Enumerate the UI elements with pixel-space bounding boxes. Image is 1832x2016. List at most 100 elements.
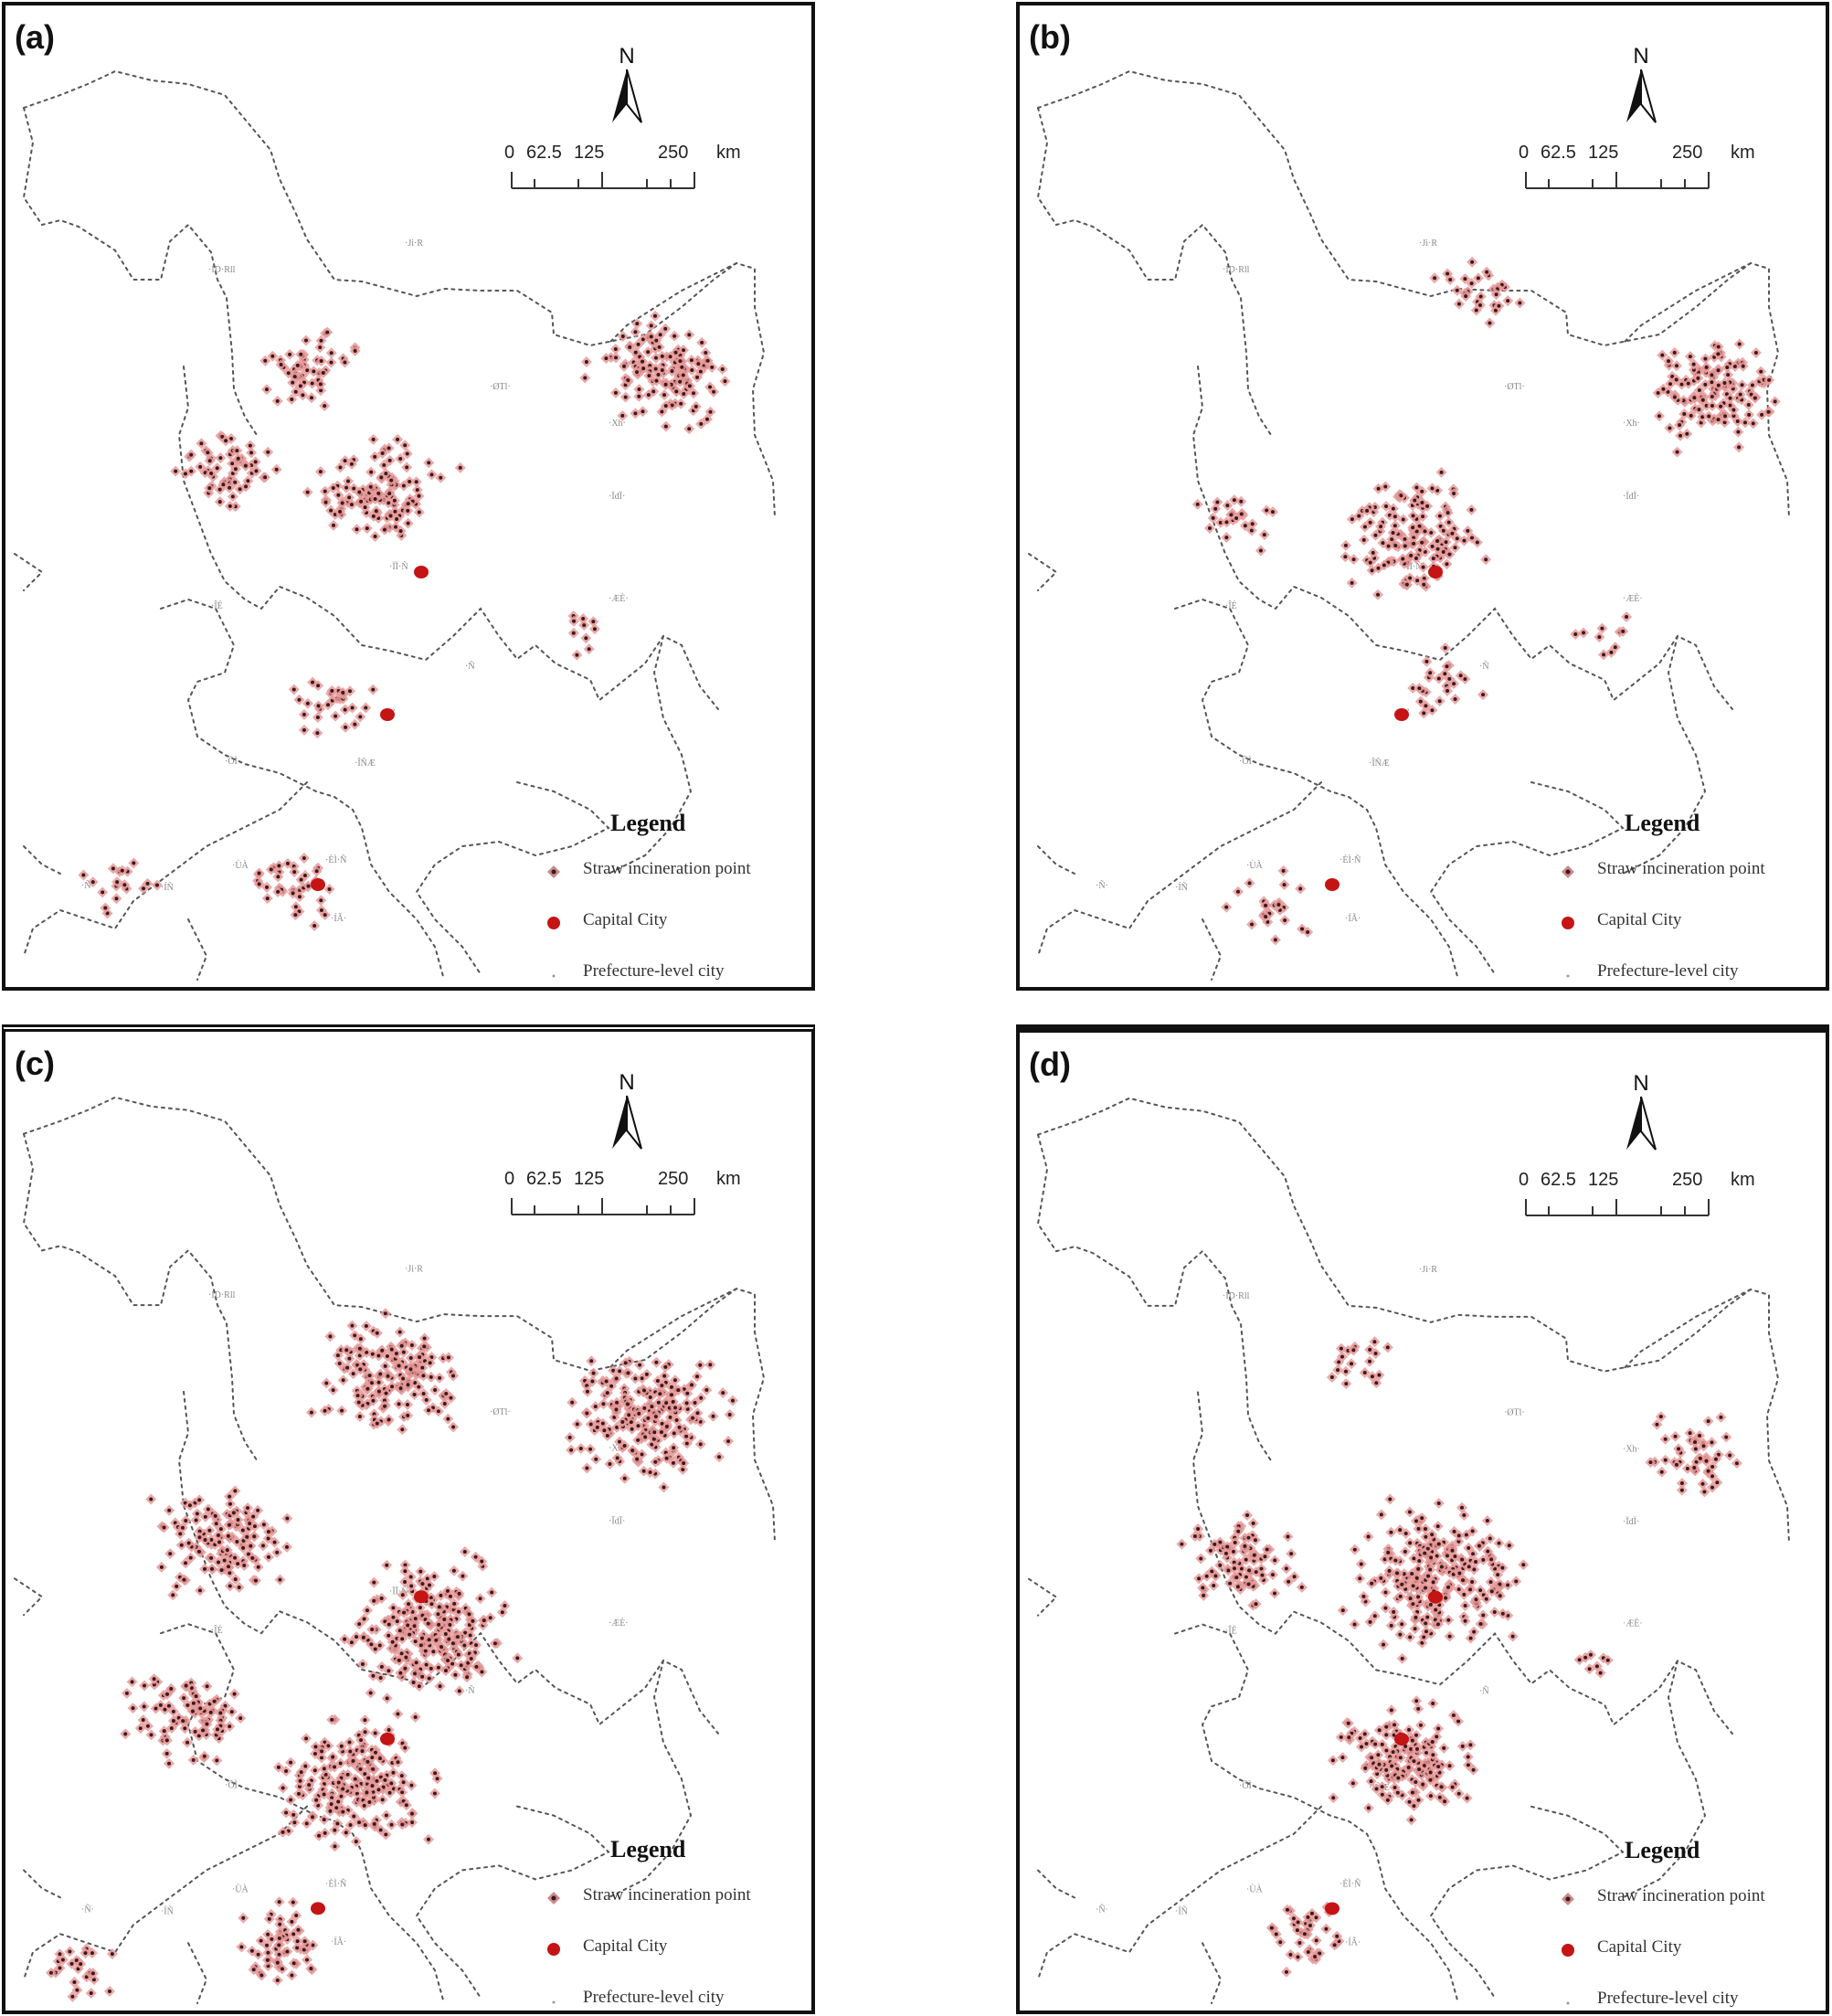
incineration-point: [1442, 268, 1454, 280]
incineration-point: [414, 1352, 426, 1363]
incineration-point: [1670, 374, 1682, 386]
incineration-point: [151, 879, 163, 891]
incineration-point: [564, 1432, 576, 1443]
incineration-point: [271, 395, 283, 407]
incineration-point: [1602, 1654, 1614, 1666]
incineration-point: [1337, 1752, 1349, 1764]
incineration-point: [1406, 1568, 1418, 1579]
incineration-point: [178, 1574, 190, 1586]
incineration-point: [1444, 548, 1456, 560]
incineration-point: [1514, 297, 1526, 309]
incineration-point: [220, 435, 232, 447]
incineration-point: [397, 1424, 408, 1436]
incineration-point: [453, 1606, 465, 1618]
incineration-point: [1405, 549, 1417, 561]
incineration-point: [1700, 353, 1711, 365]
incineration-point: [150, 1703, 162, 1714]
svg-text:·ÎÑÆ: ·ÎÑÆ: [355, 758, 376, 769]
incineration-point: [351, 1631, 363, 1643]
incineration-point: [397, 1819, 408, 1830]
incineration-point: [1203, 523, 1215, 535]
incineration-point: [1448, 678, 1460, 690]
incineration-point: [382, 1370, 394, 1382]
incineration-point: [368, 1576, 380, 1588]
incineration-point: [211, 462, 223, 474]
incineration-point: [270, 463, 282, 475]
svg-text:·ÏdÏ·: ·ÏdÏ·: [609, 1516, 625, 1527]
scale-unit: km: [716, 1169, 741, 1189]
incineration-point: [204, 455, 216, 467]
capital-city-marker: [1428, 1590, 1443, 1604]
incineration-point: [1489, 304, 1501, 316]
incineration-point: [666, 366, 678, 377]
incineration-point: [577, 613, 589, 625]
incineration-point: [1397, 553, 1409, 565]
incineration-point: [360, 702, 372, 714]
incineration-point: [660, 420, 672, 432]
legend-title: Legend: [610, 1836, 686, 1862]
map-canvas: ·ID·Rll ·Ji·R ·ØTl· ·Xh· ·ÏdÏ· ·ÏÏ·Ñ ·ÆÈ· ·ÎÉ…: [14, 1096, 776, 2005]
incineration-point: [326, 1714, 338, 1725]
incineration-point: [1578, 627, 1590, 639]
map-panel-d: ·ID·Rll ·Ji·R ·ØTl· ·Xh· ·ÏdÏ· ·ÏÏ·Ñ ·ÆÈ· ·ÎÉ…: [1016, 1024, 1829, 2014]
north-arrow: N: [1621, 46, 1661, 131]
incineration-point: [1346, 577, 1358, 589]
incineration-point: [271, 1957, 283, 1968]
svg-text:·ÎÉ: ·ÎÉ: [1225, 600, 1237, 611]
incineration-point: [210, 1518, 222, 1530]
svg-text:·ÈÌ·Ñ: ·ÈÌ·Ñ: [325, 854, 346, 865]
incineration-point: [1228, 494, 1240, 506]
incineration-point: [1246, 918, 1258, 930]
incineration-point: [1694, 1429, 1706, 1441]
incineration-point: [1724, 392, 1736, 404]
incineration-point: [1364, 1616, 1376, 1628]
incineration-point: [392, 1708, 404, 1720]
incineration-point: [323, 699, 334, 711]
legend-item-capital: Capital City: [1559, 908, 1826, 934]
incineration-point: [1210, 503, 1222, 515]
incineration-point: [298, 724, 310, 736]
incineration-point: [365, 1639, 377, 1650]
incineration-point: [158, 1725, 170, 1737]
incineration-point: [617, 331, 629, 343]
incineration-point: [704, 1359, 716, 1371]
incineration-point: [257, 1540, 269, 1552]
incineration-point: [67, 1990, 79, 2002]
incineration-point: [387, 1767, 399, 1778]
incineration-point: [571, 1418, 583, 1430]
incineration-point: [206, 1552, 217, 1564]
incineration-point: [415, 1565, 427, 1577]
incineration-point: [321, 1377, 333, 1389]
incineration-point: [694, 1359, 706, 1371]
incineration-point: [1378, 1639, 1390, 1650]
incineration-point: [403, 1598, 415, 1610]
incineration-point: [1729, 360, 1741, 372]
incineration-point: [1674, 419, 1686, 431]
svg-text:·ÍÃ·: ·ÍÃ·: [331, 913, 346, 924]
incineration-point: [1719, 377, 1731, 388]
incineration-point: [356, 1745, 368, 1757]
incineration-point: [355, 1363, 366, 1375]
incineration-point: [1358, 1590, 1370, 1602]
incineration-point: [1407, 510, 1419, 522]
incineration-point: [301, 1954, 312, 1966]
scale-bar: 0 62.5 125 250 km: [504, 143, 784, 189]
incineration-point: [444, 1590, 456, 1602]
incineration-point: [444, 1618, 456, 1630]
incineration-point: [1482, 1545, 1494, 1557]
incineration-point: [1424, 667, 1436, 679]
incineration-point: [325, 347, 337, 359]
incineration-point: [343, 475, 355, 487]
incineration-point: [249, 1531, 260, 1543]
incineration-point: [1348, 554, 1360, 566]
diamond-icon: [547, 865, 560, 878]
incineration-point: [413, 1381, 425, 1393]
incineration-point: [369, 493, 381, 504]
incineration-point: [1684, 351, 1696, 363]
incineration-point: [581, 1407, 593, 1419]
scale-label: 250: [658, 143, 689, 163]
incineration-point: [336, 1405, 348, 1417]
incineration-point: [319, 1405, 331, 1417]
incineration-point: [413, 1681, 425, 1692]
incineration-point: [1668, 391, 1680, 403]
